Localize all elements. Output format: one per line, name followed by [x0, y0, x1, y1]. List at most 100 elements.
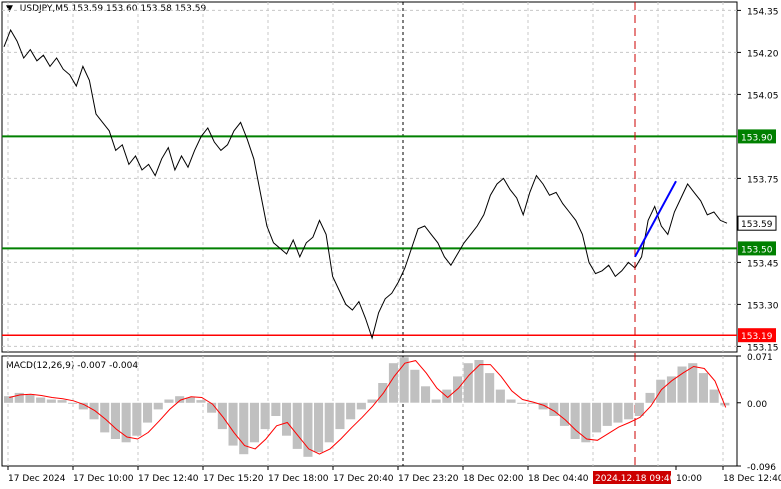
level-label-box	[738, 241, 776, 256]
macd-bar	[570, 402, 580, 439]
macd-bar	[592, 402, 602, 433]
macd-bar	[25, 394, 35, 403]
ohlc-values: 153.59 153.60 153.58 153.59	[71, 4, 207, 14]
x-tick-label: 17 Dec 18:00	[268, 474, 329, 484]
x-tick-label: 17 Dec 20:40	[333, 474, 394, 484]
macd-bar	[709, 389, 719, 403]
macd-bar	[228, 402, 238, 446]
macd-bar	[164, 399, 174, 403]
macd-bar	[4, 396, 14, 403]
macd-bar	[121, 402, 131, 443]
macd-bar	[634, 402, 644, 416]
macd-bar	[388, 363, 398, 403]
price-tick-label: 154.35	[747, 7, 779, 17]
macd-bar	[485, 373, 495, 403]
macd-bar	[538, 402, 548, 410]
x-tick-label: 18 Dec 02:00	[463, 474, 524, 484]
level-label: 153.50	[741, 245, 773, 255]
macd-bar	[602, 402, 612, 426]
macd-title: MACD(12,26,9) -0.007 -0.004	[6, 361, 139, 371]
x-tick-label: 17 Dec 15:20	[203, 474, 264, 484]
macd-bar	[346, 402, 356, 420]
price-tick-label: 153.15	[747, 343, 779, 353]
macd-bar	[335, 402, 345, 430]
macd-bar	[517, 402, 527, 404]
macd-bar	[175, 396, 185, 403]
macd-bar	[613, 402, 623, 423]
macd-bar	[431, 399, 441, 403]
macd-bar	[303, 402, 313, 457]
trend-line[interactable]	[634, 180, 677, 258]
macd-bar	[249, 402, 259, 443]
macd-bar	[78, 402, 88, 410]
price-line	[3, 28, 728, 340]
macd-bar	[666, 376, 676, 403]
macd-panel-frame	[1, 355, 738, 467]
price-tick-label: 153.45	[747, 259, 779, 269]
current-price-label: 153.59	[741, 220, 773, 230]
macd-bar	[143, 402, 153, 423]
symbol-label: USDJPY,M5	[19, 4, 69, 14]
level-label-box	[738, 328, 776, 343]
macd-bar	[196, 400, 206, 403]
x-tick-label: 17 Dec 10:00	[73, 474, 134, 484]
macd-bar	[410, 369, 420, 403]
macd-bar	[292, 402, 302, 449]
macd-bar	[581, 402, 591, 443]
chart-title: ▼ USDJPY,M5 153.59 153.60 153.58 153.59	[6, 4, 206, 14]
price-tick-label: 153.30	[747, 301, 779, 311]
macd-bar	[506, 399, 516, 403]
macd-bar	[688, 363, 698, 403]
macd-tick-label: -0.096	[747, 463, 776, 473]
x-tick-label: 17 Dec 12:40	[138, 474, 199, 484]
macd-bar	[282, 402, 292, 436]
macd-bar	[527, 402, 537, 404]
macd-bar	[89, 402, 99, 420]
price-tick-label: 153.75	[747, 175, 779, 185]
macd-bar	[207, 402, 217, 413]
highlighted-time-label: 2024.12.18 09:40	[595, 474, 676, 484]
macd-bar	[153, 402, 163, 410]
macd-bar	[624, 402, 634, 420]
macd-tick-label: 0.071	[747, 353, 773, 363]
macd-bar	[378, 383, 388, 403]
macd-bar	[271, 402, 281, 416]
macd-bar	[356, 402, 366, 410]
macd-bar	[36, 397, 46, 403]
macd-bar	[645, 392, 655, 403]
macd-bar	[314, 402, 324, 453]
x-tick-label: 17 Dec 23:20	[398, 474, 459, 484]
macd-bar	[549, 402, 559, 416]
macd-bar	[399, 357, 409, 403]
macd-bar	[132, 402, 142, 436]
macd-bar	[239, 402, 249, 455]
macd-bar	[463, 363, 473, 403]
macd-bar	[495, 389, 505, 403]
macd-bar	[677, 366, 687, 403]
macd-bar	[421, 386, 431, 403]
x-tick-label: 18 Dec 12:40	[723, 474, 781, 484]
level-label: 153.90	[741, 133, 773, 143]
macd-bar	[46, 399, 56, 403]
level-label-box	[738, 129, 776, 144]
macd-bar	[57, 400, 67, 403]
price-panel-frame	[1, 1, 738, 353]
macd-bar	[185, 397, 195, 403]
macd-bar	[14, 392, 24, 403]
macd-bar	[100, 402, 110, 433]
macd-bar	[260, 402, 270, 430]
macd-bar	[698, 373, 708, 403]
macd-bar	[324, 402, 334, 443]
dropdown-triangle-icon[interactable]: ▼	[6, 4, 13, 14]
macd-bar	[559, 402, 569, 426]
current-price-box	[737, 215, 777, 231]
highlighted-time-box	[593, 471, 671, 484]
price-tick-label: 154.20	[747, 49, 779, 59]
macd-signal-line	[9, 360, 727, 455]
macd-bar	[110, 402, 120, 439]
macd-bar	[474, 360, 484, 403]
level-label: 153.19	[741, 332, 773, 342]
price-tick-label: 154.05	[747, 91, 779, 101]
macd-tick-label: 0.00	[747, 400, 767, 410]
